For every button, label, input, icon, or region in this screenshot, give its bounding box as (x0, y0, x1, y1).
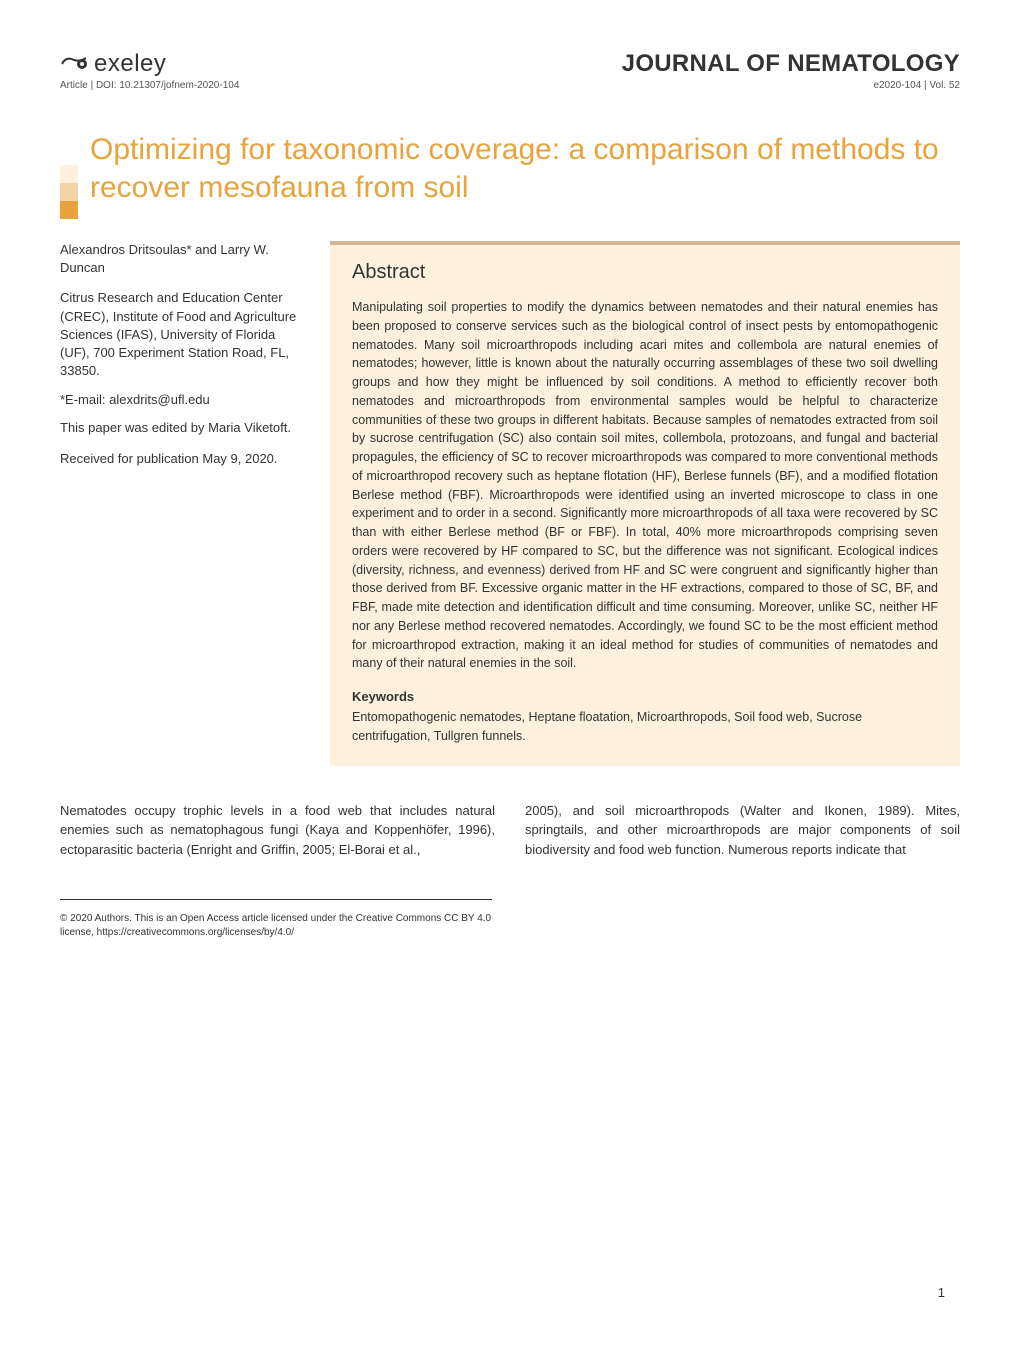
page-number: 1 (938, 1285, 945, 1300)
corresponding-email: *E-mail: alexdrits@ufl.edu (60, 392, 300, 407)
article-title: Optimizing for taxonomic coverage: a com… (90, 131, 960, 206)
license-text: © 2020 Authors. This is an Open Access a… (60, 912, 492, 940)
article-doi: Article | DOI: 10.21307/jofnem-2020-104 (60, 80, 239, 91)
received-date: Received for publication May 9, 2020. (60, 450, 300, 468)
editor-info: This paper was edited by Maria Viketoft. (60, 419, 300, 437)
content-area: Alexandros Dritsoulas* and Larry W. Dunc… (60, 241, 960, 766)
metadata-column: Alexandros Dritsoulas* and Larry W. Dunc… (60, 241, 300, 766)
abstract-column: Abstract Manipulating soil properties to… (330, 241, 960, 766)
color-block-2 (60, 183, 78, 201)
abstract-heading: Abstract (352, 261, 938, 284)
exeley-logo-icon (60, 54, 88, 74)
page-header: exeley Article | DOI: 10.21307/jofnem-20… (60, 50, 960, 91)
body-column-left: Nematodes occupy trophic levels in a foo… (60, 801, 495, 860)
color-block-1 (60, 165, 78, 183)
body-text: Nematodes occupy trophic levels in a foo… (60, 801, 960, 860)
footer: © 2020 Authors. This is an Open Access a… (60, 899, 492, 940)
abstract-text: Manipulating soil properties to modify t… (352, 298, 938, 673)
journal-name: JOURNAL OF NEMATOLOGY (622, 50, 960, 78)
keywords-heading: Keywords (352, 689, 938, 704)
affiliation: Citrus Research and Education Center (CR… (60, 289, 300, 380)
body-column-right: 2005), and soil microarthropods (Walter … (525, 801, 960, 860)
color-accent-blocks (60, 165, 78, 219)
journal-section: JOURNAL OF NEMATOLOGY e2020-104 | Vol. 5… (622, 50, 960, 91)
publisher-logo: exeley (60, 50, 239, 78)
keywords-text: Entomopathogenic nematodes, Heptane floa… (352, 708, 938, 746)
color-block-3 (60, 201, 78, 219)
authors: Alexandros Dritsoulas* and Larry W. Dunc… (60, 241, 300, 277)
publisher-name: exeley (94, 50, 166, 78)
issue-info: e2020-104 | Vol. 52 (622, 80, 960, 91)
abstract-box: Abstract Manipulating soil properties to… (330, 245, 960, 766)
logo-section: exeley Article | DOI: 10.21307/jofnem-20… (60, 50, 239, 91)
